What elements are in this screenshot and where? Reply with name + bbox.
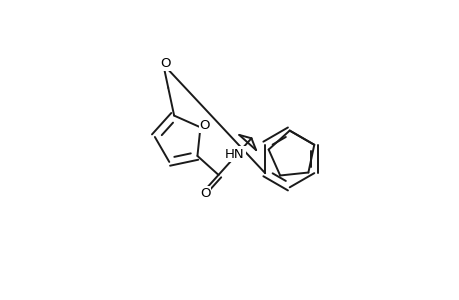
Text: O: O (199, 188, 210, 200)
Text: O: O (199, 119, 210, 132)
Text: O: O (160, 57, 170, 70)
Text: HN: HN (225, 148, 244, 160)
